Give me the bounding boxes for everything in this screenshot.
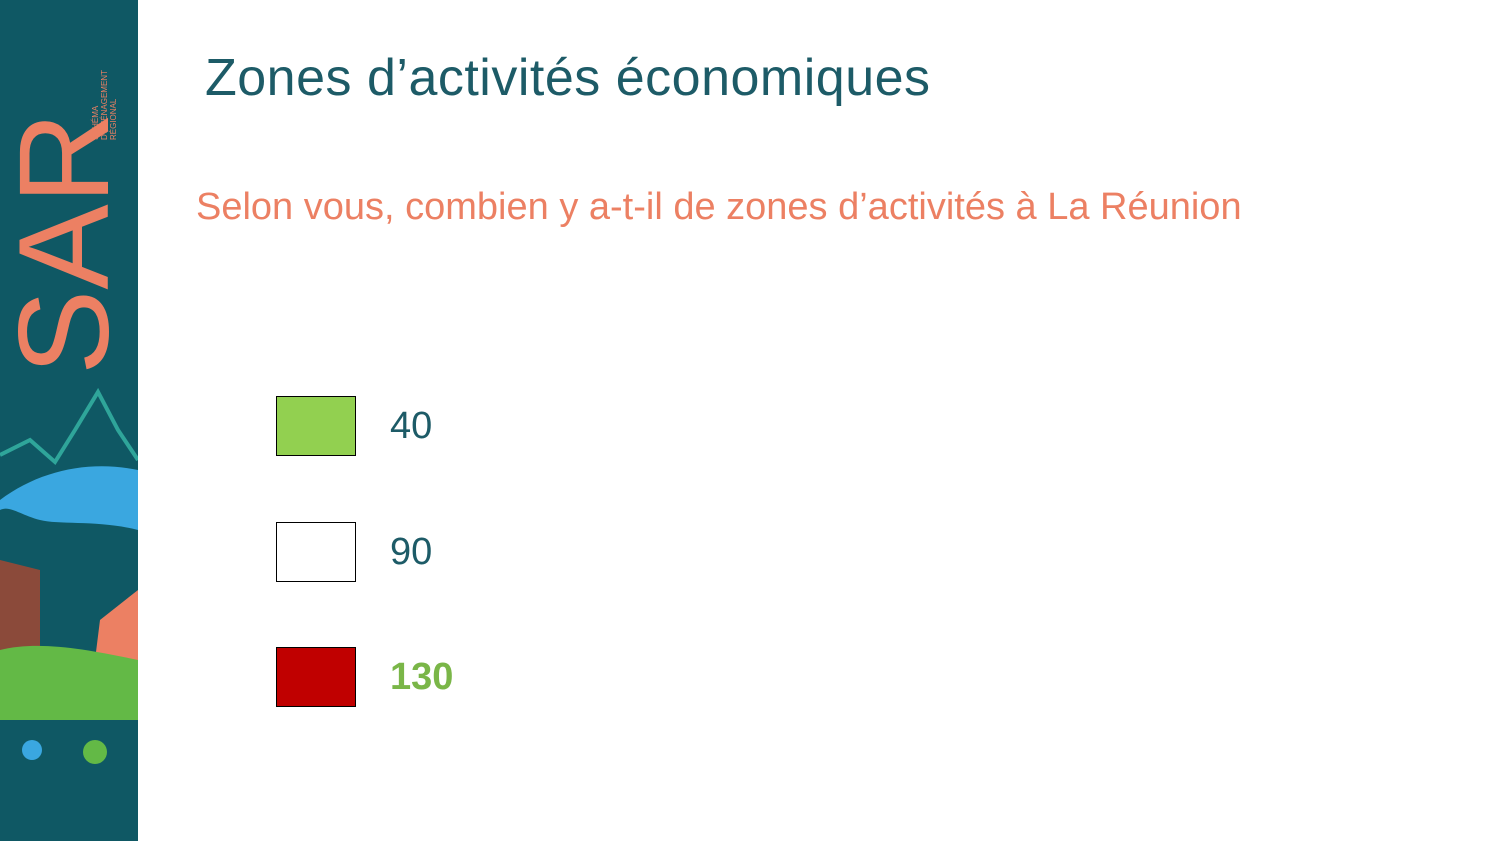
- region-logo: [22, 740, 42, 760]
- tagline: SCHÉMA: [91, 105, 100, 140]
- grass: [0, 645, 138, 720]
- option-box[interactable]: [276, 522, 356, 582]
- tagline: RÉGIONAL: [109, 98, 118, 140]
- sidebar: SAR SCHÉMA D'AMÉNAGEMENT RÉGIONAL: [0, 0, 138, 841]
- option-box[interactable]: [276, 647, 356, 707]
- mountain-line: [0, 387, 138, 466]
- option-box[interactable]: [276, 396, 356, 456]
- slide-title: Zones d’activités économiques: [205, 49, 931, 107]
- brand: SAR: [0, 112, 136, 375]
- tagline: D'AMÉNAGEMENT: [100, 70, 109, 140]
- water-swoosh: [0, 466, 138, 530]
- house: [0, 560, 40, 650]
- roof: [95, 590, 138, 660]
- option-label[interactable]: 90: [390, 531, 433, 573]
- option-label[interactable]: 130: [390, 656, 454, 698]
- sar-logo: [83, 740, 107, 764]
- option-label[interactable]: 40: [390, 405, 433, 447]
- question: Selon vous, combien y a-t-il de zones d’…: [196, 186, 1242, 228]
